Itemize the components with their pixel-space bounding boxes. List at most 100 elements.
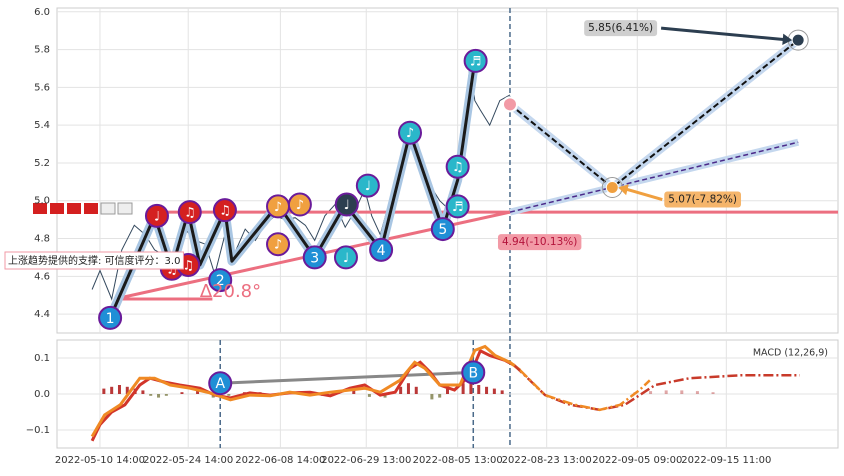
y-tick-label: 4.8 [34,234,50,245]
signal-glyph: ♫ [166,262,178,277]
wave-point-label: 5 [438,222,447,238]
x-tick-label: 2022-09-05 09:00 [592,455,682,466]
histogram-bar [125,386,129,394]
annotation-text: 5.07(-7.82%) [668,194,737,206]
arrow-head [782,33,793,45]
y-tick-label: 5.2 [34,158,50,169]
y-tick-label: 0.0 [34,389,50,400]
arrow-head [618,184,629,196]
divergence-point [461,360,486,385]
signal-glyph: ♩ [343,251,349,266]
macd-forecast [513,364,800,412]
y-tick-label: 4.6 [34,271,50,282]
histogram-bar [695,391,699,394]
histogram-bar [383,394,387,398]
histogram-bar [180,392,184,394]
signal-marker [334,192,359,217]
y-tick-label: 6.0 [34,7,50,18]
signal-marker [177,200,202,225]
signal-glyph: ♫ [182,258,194,273]
wave-point [98,305,123,330]
histogram-bar [149,394,153,396]
wave-point-label: 4 [377,243,386,259]
histogram-bar [477,385,481,394]
annotation-box [584,20,658,37]
divergence-point [208,371,233,396]
y-tick-label: 5.0 [34,196,50,207]
signal-glyph: ♪ [274,200,282,215]
y-tick-label: 5.6 [34,82,50,93]
histogram-bar [649,391,653,394]
signal-glyph: ♬ [470,54,482,69]
histogram-bar [438,394,442,398]
projection-dot [605,181,619,195]
signal-glyph: ♪ [406,126,414,141]
signal-marker [355,173,380,198]
histogram-bar [711,392,715,394]
histogram-bar [157,394,161,398]
wave-point-label: 2 [216,273,225,289]
divergence-label: B [468,365,478,381]
y-tick-label: −0.1 [26,425,50,436]
signal-marker [398,120,423,145]
histogram-bar [164,394,168,396]
histogram-bar [500,390,504,394]
wave-point-label: 3 [310,250,319,266]
y-tick-label: 0.1 [34,353,50,364]
x-tick-label: 2022-08-05 13:00 [413,455,503,466]
wave-point [430,217,455,242]
histogram-bar [227,394,231,396]
histogram-bar [664,390,668,394]
histogram-bar [680,390,684,394]
support-note-box [4,251,184,270]
histogram-bar [399,386,403,394]
signal-marker [212,198,237,223]
signal-glyph: ♬ [452,200,464,215]
x-tick-label: 2022-09-15 11:00 [681,455,771,466]
projection-dot [791,33,805,47]
histogram-bar [196,390,200,394]
y-tick-label: 5.4 [34,120,50,131]
histogram-bar [492,388,496,394]
y-tick-label: 5.8 [34,45,50,56]
x-tick-label: 2022-06-08 14:00 [235,455,325,466]
signal-glyph: ♫ [452,160,464,175]
histogram-bar [110,386,114,394]
support-note: 上涨趋势提供的支撑: 可信度评分：3.0 [8,254,180,267]
wave-point-label: 1 [106,311,115,327]
signal-marker [266,232,291,257]
signal-glyph: ♪ [296,198,304,213]
signal-marker [445,154,470,179]
x-tick-label: 2022-05-24 14:00 [143,455,233,466]
histogram-bar [367,394,371,397]
signal-marker [445,194,470,219]
histogram-bar [485,386,489,394]
signal-marker [333,245,358,270]
x-tick-label: 2022-08-23 13:00 [502,455,592,466]
wave-point [369,237,394,262]
projection-start [501,96,518,113]
x-tick-label: 2022-05-10 14:00 [55,455,145,466]
annotation-text: 4.94(-10.13%) [502,236,577,248]
signal-forecast [519,369,651,412]
x-tick-label: 2022-06-29 13:00 [321,455,411,466]
signal-glyph: ♩ [365,179,371,194]
histogram-bar [469,381,473,394]
toolbar [33,202,133,215]
histogram-bar [141,390,145,394]
histogram-bar [102,388,106,394]
histogram-bar [446,388,449,394]
wave-point [302,245,327,270]
macd-title: MACD (12,26,9) [753,348,828,359]
histogram-bar [352,390,356,394]
annotation-arrow [660,26,791,42]
signal-marker [144,203,169,228]
signal-glyph: ♫ [184,206,196,221]
y-tick-label: 4.4 [34,309,50,320]
signal-glyph: ♫ [219,204,231,219]
angle-label: ∆20.8° [199,281,261,302]
signal-glyph: ♩ [154,209,160,224]
signal-marker [287,192,312,217]
divergence-label: A [215,376,225,392]
